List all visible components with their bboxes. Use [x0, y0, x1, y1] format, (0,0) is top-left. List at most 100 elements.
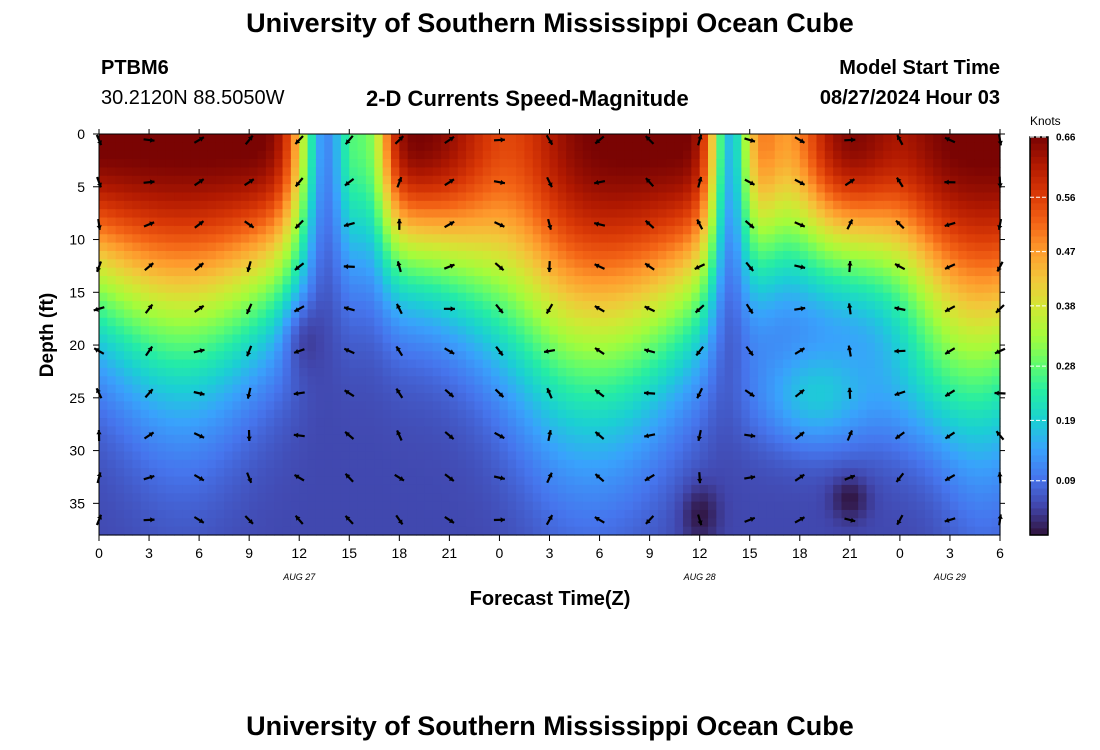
heatmap-cell — [282, 376, 292, 386]
heatmap-cell — [682, 184, 692, 194]
heatmap-cell — [866, 234, 876, 244]
heatmap-cell — [699, 359, 709, 369]
heatmap-cell — [516, 159, 526, 169]
heatmap-cell — [315, 142, 325, 152]
heatmap-cell — [274, 184, 284, 194]
heatmap-cell — [449, 209, 459, 219]
heatmap-cell — [733, 134, 742, 143]
heatmap-cell — [891, 351, 901, 361]
heatmap-cell — [591, 134, 601, 143]
heatmap-cell — [99, 351, 108, 361]
heatmap-cell — [407, 342, 417, 352]
heatmap-cell — [249, 292, 259, 302]
heatmap-cell — [591, 384, 601, 394]
heatmap-cell — [224, 209, 234, 219]
heatmap-cell — [324, 259, 334, 269]
heatmap-cell — [199, 334, 209, 344]
heatmap-cell — [441, 409, 450, 419]
heatmap-cell — [399, 418, 409, 427]
heatmap-cell — [199, 326, 209, 336]
heatmap-cell — [899, 342, 909, 352]
heatmap-cell — [399, 484, 409, 494]
heatmap-cell — [733, 351, 742, 361]
heatmap-cell — [632, 409, 642, 419]
model-start-value: 08/27/2024 Hour 03 — [819, 87, 1000, 109]
heatmap-cell — [816, 309, 826, 319]
heatmap-cell — [199, 351, 209, 361]
heatmap-cell — [474, 426, 484, 436]
heatmap-cell — [199, 409, 209, 419]
heatmap-cell — [741, 209, 751, 219]
heatmap-cell — [808, 518, 818, 528]
heatmap-cell — [649, 509, 659, 519]
heatmap-cell — [749, 242, 759, 252]
heatmap-cell — [232, 342, 242, 352]
heatmap-cell — [182, 159, 192, 169]
heatmap-cell — [516, 142, 526, 152]
heatmap-cell — [382, 409, 392, 419]
heatmap-cell — [774, 384, 784, 394]
heatmap-cell — [933, 259, 943, 269]
heatmap-cell — [474, 284, 484, 294]
heatmap-cell — [741, 184, 751, 194]
heatmap-cell — [474, 459, 484, 469]
heatmap-cell — [674, 267, 684, 277]
heatmap-cell — [657, 309, 667, 319]
heatmap-cell — [858, 392, 868, 402]
heatmap-cell — [899, 317, 909, 327]
heatmap-cell — [140, 159, 150, 169]
heatmap-cell — [783, 476, 793, 486]
heatmap-cell — [324, 326, 334, 336]
heatmap-cell — [257, 159, 267, 169]
heatmap-cell — [874, 317, 884, 327]
heatmap-cell — [691, 134, 701, 143]
heatmap-cell — [741, 418, 751, 427]
heatmap-cell — [532, 292, 542, 302]
heatmap-cell — [899, 234, 909, 244]
heatmap-cell — [149, 434, 158, 444]
heatmap-cell — [716, 167, 726, 177]
heatmap-cell — [582, 267, 592, 277]
heatmap-cell — [282, 367, 292, 377]
heatmap-cell — [157, 518, 167, 528]
heatmap-cell — [482, 418, 492, 427]
heatmap-cell — [265, 159, 275, 169]
heatmap-cell — [257, 259, 267, 269]
heatmap-cell — [657, 184, 667, 194]
heatmap-cell — [532, 317, 542, 327]
heatmap-cell — [858, 351, 868, 361]
heatmap-cell — [816, 468, 826, 478]
heatmap-cell — [724, 142, 734, 152]
heatmap-cell — [474, 401, 484, 411]
heatmap-cell — [432, 443, 442, 453]
heatmap-cell — [466, 509, 476, 519]
heatmap-cell — [432, 468, 442, 478]
heatmap-cell — [165, 326, 175, 336]
heatmap-cell — [574, 334, 584, 344]
heatmap-cell — [891, 501, 901, 511]
heatmap-cell — [457, 234, 467, 244]
heatmap-cell — [424, 250, 434, 260]
heatmap-cell — [224, 217, 234, 227]
heatmap-cell — [107, 142, 117, 152]
heatmap-cell — [441, 317, 450, 327]
heatmap-cell — [507, 276, 517, 285]
heatmap-cell — [933, 426, 943, 436]
heatmap-cell — [691, 200, 701, 210]
heatmap-cell — [933, 267, 943, 277]
heatmap-cell — [624, 142, 634, 152]
heatmap-cell — [349, 200, 359, 210]
heatmap-cell — [190, 409, 200, 419]
heatmap-cell — [524, 225, 534, 235]
heatmap-cell — [274, 142, 284, 152]
heatmap-cell — [816, 376, 826, 386]
heatmap-cell — [716, 175, 726, 185]
heatmap-cell — [582, 451, 592, 461]
heatmap-cell — [557, 426, 567, 436]
heatmap-cell — [532, 376, 542, 386]
heatmap-cell — [741, 443, 751, 453]
heatmap-cell — [307, 468, 317, 478]
heatmap-cell — [724, 234, 734, 244]
heatmap-cell — [290, 159, 300, 169]
heatmap-cell — [924, 484, 934, 494]
